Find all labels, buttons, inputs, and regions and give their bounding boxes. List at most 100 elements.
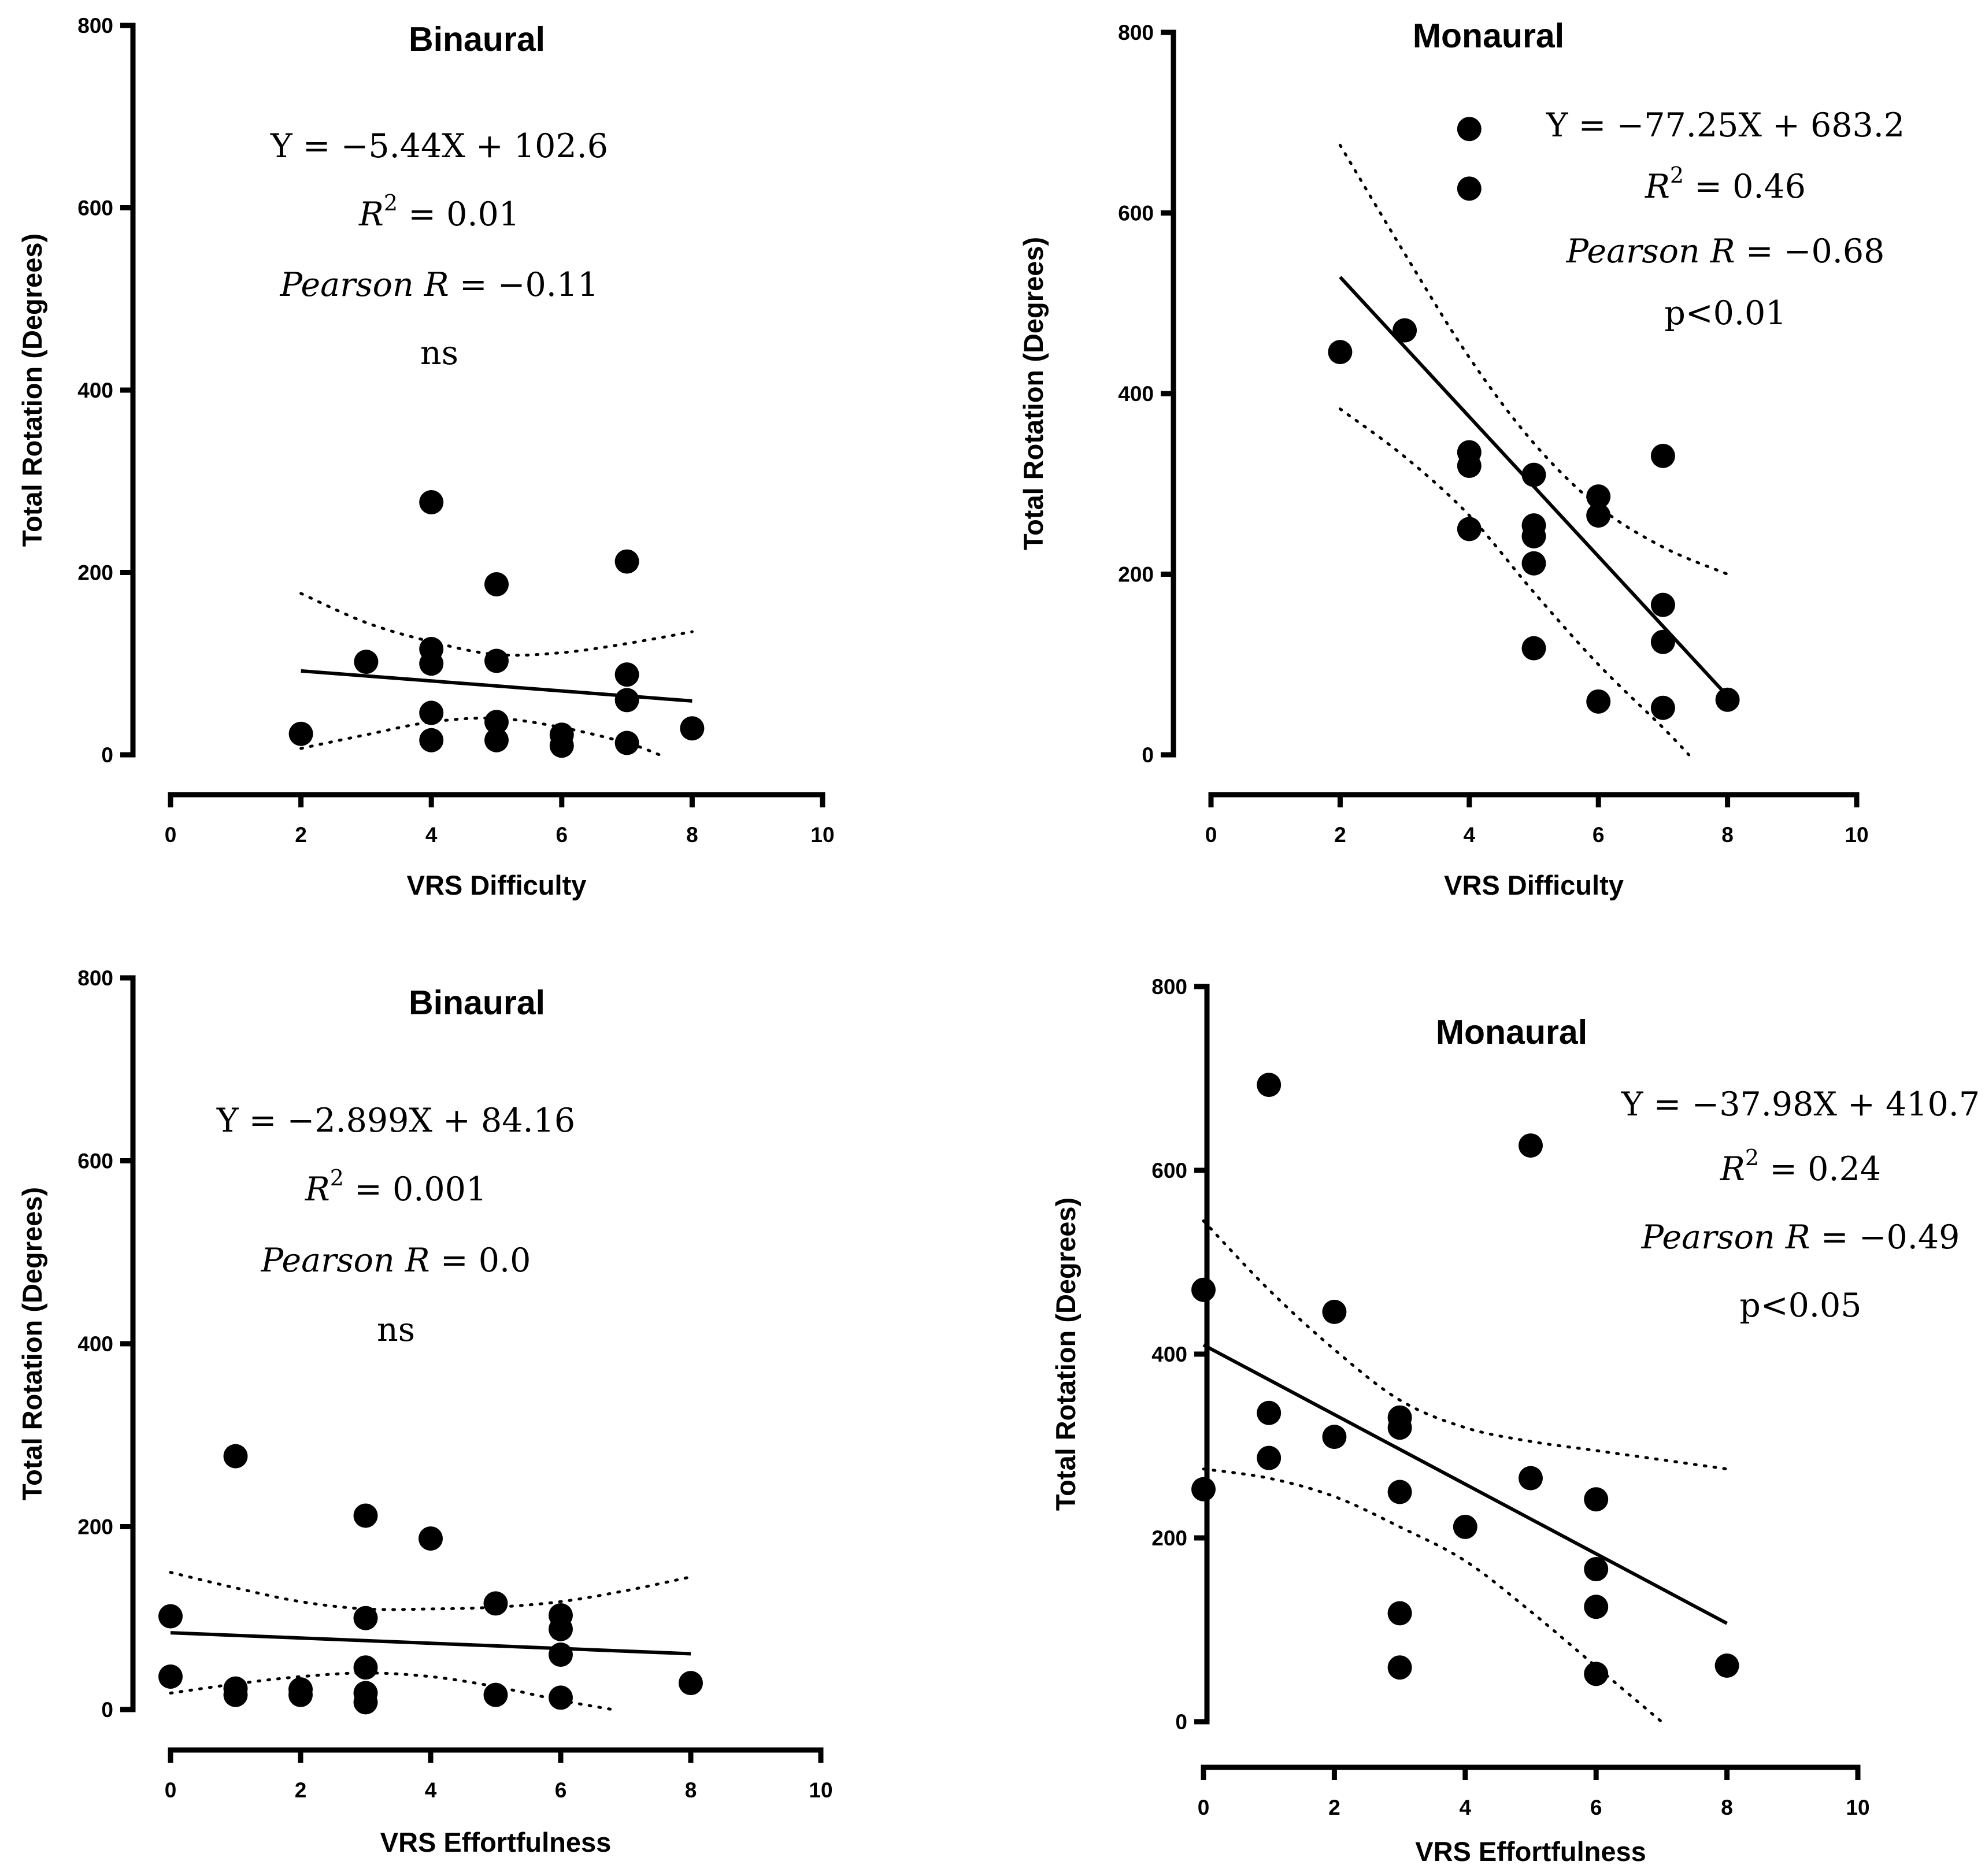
data-point [1387, 1655, 1412, 1680]
confidence-band-lower [299, 716, 661, 757]
significance-label: p<0.05 [1739, 1286, 1861, 1325]
r-squared: R2 = 0.24 [1720, 1145, 1881, 1188]
y-axis-title: Total Rotation (Degrees) [1050, 1197, 1081, 1511]
data-point [614, 662, 639, 687]
y-tick-label: 400 [1118, 382, 1154, 406]
y-tick-label: 600 [1151, 1159, 1187, 1182]
data-point [1584, 1662, 1609, 1686]
data-point [158, 1664, 183, 1689]
data-point [419, 728, 444, 752]
regression-equation: Y = −2.899X + 84.16 [216, 1102, 575, 1140]
x-tick-label: 2 [295, 1778, 307, 1802]
data-point [419, 1526, 443, 1551]
r-squared-value: = 0.01 [398, 195, 520, 233]
x-tick-label: 2 [295, 823, 307, 847]
data-point [1322, 1425, 1347, 1449]
r-squared: R2 = 0.46 [1645, 162, 1806, 206]
x-tick-label: 0 [165, 1778, 177, 1802]
y-tick-label: 800 [1151, 975, 1187, 999]
x-tick-label: 4 [1464, 823, 1476, 847]
r-squared-symbol: R [305, 1170, 330, 1208]
data-point [1650, 629, 1675, 654]
pearson-r-label: Pearson R [280, 266, 449, 304]
significance-label: p<0.01 [1664, 294, 1786, 332]
data-point [483, 1682, 508, 1707]
data-point [1650, 695, 1675, 720]
y-tick-label: 200 [1118, 563, 1154, 587]
data-point [1715, 687, 1740, 712]
r-squared-value: = 0.001 [344, 1170, 487, 1208]
y-axis-title: Total Rotation (Degrees) [17, 1187, 47, 1500]
pearson-r-label: Pearson R [1566, 232, 1735, 270]
data-point [353, 1503, 378, 1528]
data-point [1191, 1477, 1216, 1501]
chart-title: Monaural [1436, 1013, 1587, 1051]
y-tick-label: 200 [77, 561, 113, 585]
regression-equation: Y = −5.44X + 102.6 [270, 127, 608, 165]
data-point [354, 650, 379, 674]
r-squared-exponent: 2 [1670, 162, 1684, 188]
chart-title: Binaural [409, 984, 545, 1022]
r-squared: R2 = 0.001 [305, 1165, 487, 1208]
data-point [419, 490, 444, 515]
x-tick-label: 2 [1328, 1796, 1340, 1819]
data-point [353, 1690, 378, 1715]
y-tick-label: 800 [77, 966, 113, 990]
confidence-band-upper [1338, 143, 1730, 576]
x-tick-label: 0 [1205, 823, 1217, 847]
y-tick-label: 600 [77, 1150, 113, 1173]
r-squared-value: = 0.24 [1759, 1150, 1881, 1188]
data-point [223, 1682, 248, 1707]
data-point [1521, 551, 1546, 576]
y-tick-label: 0 [101, 743, 113, 767]
data-point [1521, 636, 1546, 661]
x-tick-label: 6 [555, 1778, 567, 1802]
y-tick-label: 400 [77, 1332, 113, 1356]
data-point [353, 1606, 378, 1630]
chart-panel-4: 0 200 400 600 800 0 2 4 6 8 10 VRS Effortfulness Tot… [1050, 975, 1980, 1867]
x-tick-label: 10 [810, 823, 834, 847]
confidence-band-upper [299, 592, 694, 657]
x-axis-title: VRS Effortfulness [380, 1827, 612, 1858]
y-tick-label: 0 [1175, 1710, 1187, 1734]
data-point [484, 710, 509, 735]
y-tick-label: 800 [1118, 21, 1154, 45]
data-point [549, 733, 574, 758]
data-point [1650, 592, 1675, 617]
chart-title: Binaural [409, 20, 545, 58]
x-tick-label: 2 [1334, 823, 1346, 847]
data-point [1586, 689, 1611, 714]
regression-line [170, 1631, 691, 1656]
chart-title: Monaural [1413, 17, 1564, 55]
data-point [484, 728, 509, 752]
regression-line [1202, 1343, 1728, 1625]
x-tick-label: 4 [1460, 1796, 1472, 1819]
data-point [1650, 443, 1675, 468]
data-point [1387, 1601, 1412, 1626]
x-tick-label: 4 [425, 1778, 437, 1802]
data-point [1586, 503, 1611, 528]
x-tick-label: 10 [1845, 823, 1868, 847]
x-tick-label: 8 [1721, 823, 1734, 847]
chart-panel-3: 0 200 400 600 800 0 2 4 6 8 10 VRS Effortfulness Tot… [17, 966, 833, 1858]
y-axis-title: Total Rotation (Degrees) [1018, 237, 1049, 550]
data-point [549, 1685, 573, 1710]
data-point [1584, 1557, 1609, 1582]
pearson-r-value: = −0.68 [1735, 232, 1885, 270]
data-point [1453, 1514, 1477, 1539]
x-tick-label: 0 [165, 823, 177, 847]
r-squared-exponent: 2 [330, 1165, 344, 1191]
pearson-r: Pearson R = −0.11 [280, 266, 599, 304]
data-point [1519, 1133, 1543, 1158]
data-point [1584, 1595, 1609, 1619]
y-tick-label: 200 [77, 1515, 113, 1539]
r-squared-symbol: R [1720, 1150, 1745, 1188]
x-tick-label: 8 [685, 1778, 697, 1802]
data-point [1322, 1299, 1347, 1324]
pearson-r-label: Pearson R [1641, 1218, 1810, 1256]
data-point [1457, 454, 1482, 478]
r-squared-symbol: R [1645, 168, 1670, 206]
pearson-r-value: = 0.0 [430, 1241, 531, 1280]
confidence-band-lower [1338, 407, 1691, 757]
data-point [614, 549, 639, 574]
